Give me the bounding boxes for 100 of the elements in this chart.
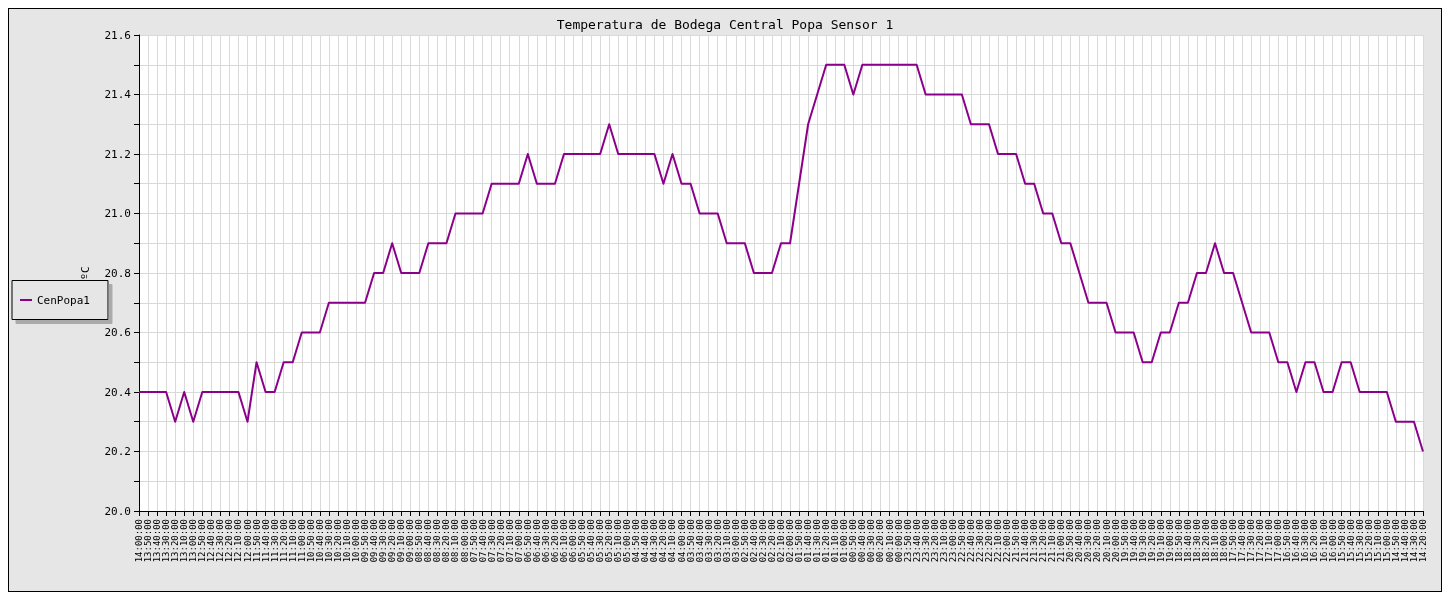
x-tick-label: 10:40:00 xyxy=(314,519,325,563)
x-tick-label: 09:00:00 xyxy=(405,519,416,563)
x-tick-label: 14:20:00 xyxy=(1418,519,1428,563)
x-tick-label: 17:50:00 xyxy=(1228,519,1239,563)
x-tick-label: 01:50:00 xyxy=(794,519,805,563)
x-tick-label: 22:50:00 xyxy=(956,519,967,563)
x-tick-label: 15:50:00 xyxy=(1336,519,1347,563)
x-tick-label: 22:40:00 xyxy=(965,519,976,563)
x-tick-label: 19:20:00 xyxy=(1146,519,1157,563)
x-tick-label: 23:40:00 xyxy=(911,519,922,563)
x-tick-label: 23:00:00 xyxy=(947,519,958,563)
x-tick-label: 21:20:00 xyxy=(1038,519,1049,563)
x-tick-label: 14:50:00 xyxy=(1390,519,1401,563)
x-tick-label: 13:50:00 xyxy=(143,519,154,563)
x-tick-label: 18:00:00 xyxy=(1219,519,1230,563)
x-tick-label: 14:40:00 xyxy=(1399,519,1410,563)
x-tick-label: 05:00:00 xyxy=(622,519,633,563)
x-tick-label: 14:00:00 xyxy=(134,519,144,563)
x-tick-label: 13:10:00 xyxy=(179,519,190,563)
x-tick-label: 10:30:00 xyxy=(323,519,334,563)
x-tick-label: 09:10:00 xyxy=(396,519,407,563)
x-tick-label: 01:10:00 xyxy=(830,519,841,563)
x-tick-label: 07:50:00 xyxy=(468,519,479,563)
x-tick-label: 08:00:00 xyxy=(459,519,470,563)
x-tick-label: 06:50:00 xyxy=(522,519,533,563)
y-tick-label: 21.4 xyxy=(104,88,132,101)
x-tick-label: 05:30:00 xyxy=(595,519,606,563)
x-tick-label: 06:30:00 xyxy=(540,519,551,563)
x-tick-label: 11:40:00 xyxy=(260,519,271,563)
x-tick-label: 21:40:00 xyxy=(1020,519,1031,563)
x-tick-label: 19:00:00 xyxy=(1164,519,1175,563)
x-tick-label: 04:50:00 xyxy=(631,519,642,563)
x-tick-label: 15:20:00 xyxy=(1363,519,1374,563)
x-tick-label: 13:40:00 xyxy=(152,519,163,563)
x-tick-label: 21:30:00 xyxy=(1029,519,1040,563)
y-tick-label: 21.0 xyxy=(104,207,131,220)
x-tick-label: 21:00:00 xyxy=(1056,519,1067,563)
x-tick-label: 11:30:00 xyxy=(269,519,280,563)
x-tick-label: 18:20:00 xyxy=(1200,519,1211,563)
x-tick-label: 00:20:00 xyxy=(875,519,886,563)
x-tick-label: 03:50:00 xyxy=(685,519,696,563)
x-tick-label: 04:10:00 xyxy=(667,519,678,563)
x-tick-label: 08:40:00 xyxy=(423,519,434,563)
x-tick-label: 03:00:00 xyxy=(730,519,741,563)
x-tick-label: 12:40:00 xyxy=(206,519,217,563)
x-tick-label: 07:40:00 xyxy=(477,519,488,563)
x-tick-label: 09:50:00 xyxy=(360,519,371,563)
x-tick-label: 08:10:00 xyxy=(450,519,461,563)
x-tick-label: 09:40:00 xyxy=(369,519,380,563)
x-tick-label: 10:50:00 xyxy=(305,519,316,563)
x-tick-label: 13:00:00 xyxy=(188,519,199,563)
x-tick-label: 03:40:00 xyxy=(694,519,705,563)
x-tick-label: 02:50:00 xyxy=(739,519,750,563)
x-tick-label: 18:50:00 xyxy=(1173,519,1184,563)
x-tick-label: 23:50:00 xyxy=(902,519,913,563)
x-tick-label: 04:20:00 xyxy=(658,519,669,563)
x-tick-label: 00:00:00 xyxy=(893,519,904,563)
x-tick-label: 12:00:00 xyxy=(242,519,253,563)
x-tick-label: 07:10:00 xyxy=(504,519,515,563)
x-tick-label: 10:20:00 xyxy=(332,519,343,563)
chart-title: Temperatura de Bodega Central Popa Sensor 1 xyxy=(556,17,894,32)
x-tick-label: 20:40:00 xyxy=(1074,519,1085,563)
y-axis-title: ºC xyxy=(79,266,92,280)
x-tick-label: 11:00:00 xyxy=(296,519,307,563)
x-tick-label: 07:30:00 xyxy=(486,519,497,563)
x-tick-label: 08:20:00 xyxy=(441,519,452,563)
x-tick-label: 20:20:00 xyxy=(1092,519,1103,563)
x-tick-label: 21:10:00 xyxy=(1047,519,1058,563)
x-tick-label: 00:50:00 xyxy=(848,519,859,563)
x-tick-label: 01:30:00 xyxy=(812,519,823,563)
x-tick-label: 02:40:00 xyxy=(748,519,759,563)
x-tick-label: 21:50:00 xyxy=(1011,519,1022,563)
x-tick-label: 18:10:00 xyxy=(1210,519,1221,563)
x-tick-label: 22:10:00 xyxy=(993,519,1004,563)
x-tick-label: 20:30:00 xyxy=(1083,519,1094,563)
x-tick-label: 23:20:00 xyxy=(929,519,940,563)
x-tick-label: 19:40:00 xyxy=(1128,519,1139,563)
x-tick-label: 09:20:00 xyxy=(387,519,398,563)
x-tick-label: 12:10:00 xyxy=(233,519,244,563)
x-tick-label: 06:20:00 xyxy=(549,519,560,563)
x-tick-label: 04:30:00 xyxy=(649,519,660,563)
y-tick-label: 21.2 xyxy=(104,147,131,161)
x-tick-label: 15:10:00 xyxy=(1372,519,1383,563)
x-tick-label: 04:40:00 xyxy=(640,519,651,563)
x-tick-label: 17:00:00 xyxy=(1273,519,1284,563)
x-tick-label: 17:40:00 xyxy=(1237,519,1248,563)
x-tick-label: 20:50:00 xyxy=(1065,519,1076,563)
y-tick-label: 20.0 xyxy=(104,504,131,518)
x-tick-label: 13:20:00 xyxy=(170,519,181,563)
x-tick-label: 05:40:00 xyxy=(586,519,597,563)
x-tick-label: 22:20:00 xyxy=(983,519,994,563)
x-tick-label: 17:30:00 xyxy=(1246,519,1257,563)
y-tick-label: 20.2 xyxy=(104,445,131,458)
x-tick-label: 07:00:00 xyxy=(513,519,524,563)
x-tick-label: 01:40:00 xyxy=(803,519,814,563)
x-tick-label: 01:00:00 xyxy=(839,519,850,563)
y-tick-label: 20.4 xyxy=(104,385,132,399)
x-tick-label: 17:10:00 xyxy=(1264,519,1275,563)
x-tick-label: 00:30:00 xyxy=(866,519,877,563)
line-series xyxy=(138,63,1424,453)
